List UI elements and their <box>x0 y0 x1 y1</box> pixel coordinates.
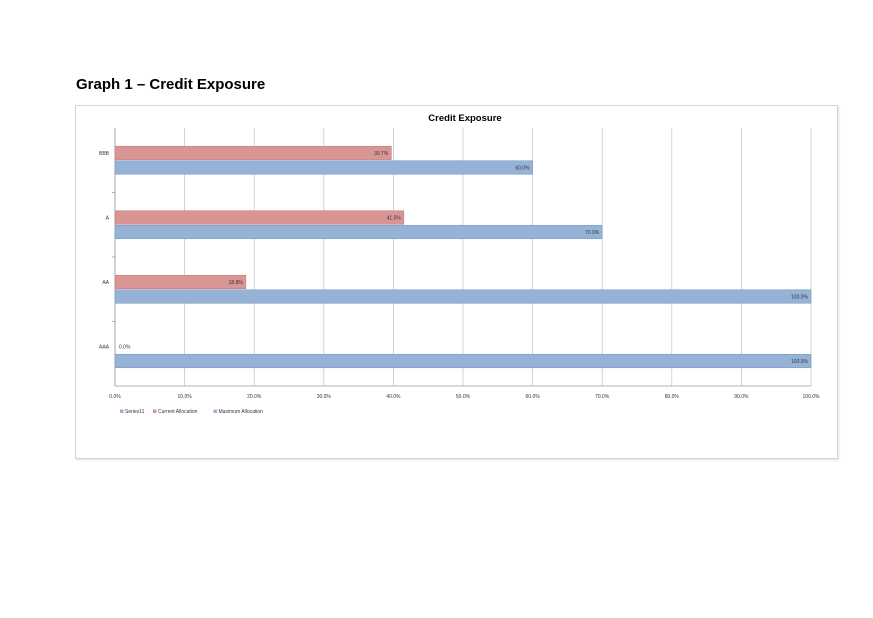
bar-maximum-allocation <box>114 224 603 240</box>
x-tick-label: 0.0% <box>109 394 121 400</box>
x-tick-label: 100.0% <box>803 394 821 400</box>
x-tick-label: 50.0% <box>456 394 471 400</box>
x-tick-label: 90.0% <box>734 394 749 400</box>
page-heading: Graph 1 – Credit Exposure <box>76 76 266 93</box>
x-tick-label: 10.0% <box>178 394 193 400</box>
legend-swatch <box>120 409 124 413</box>
legend-swatch <box>213 409 217 413</box>
data-label-current-allocation: 0.0% <box>119 345 131 351</box>
credit-exposure-chart: Credit Exposure 0.0% 10.0% 20.0% 30.0% 40.0% 5… <box>75 105 838 459</box>
legend-label: Current Allocation <box>158 409 198 415</box>
legend-label: Series11 <box>125 409 145 415</box>
data-label-maximum-allocation: 100.0% <box>791 359 809 365</box>
data-label-maximum-allocation: 100.0% <box>791 295 809 301</box>
category-label: AAA <box>99 345 110 351</box>
data-label-maximum-allocation: 60.0% <box>515 166 530 172</box>
chart-title: Credit Exposure <box>428 113 501 124</box>
data-label-current-allocation: 41.5% <box>387 216 402 222</box>
legend-swatch <box>153 409 157 413</box>
bar-current-allocation <box>114 210 405 225</box>
legend-label: Maximum Allocation <box>219 409 264 415</box>
data-label-current-allocation: 39.7% <box>374 151 389 157</box>
bar-current-allocation <box>114 145 392 161</box>
category-label: BBB <box>99 151 110 157</box>
bar-maximum-allocation <box>114 160 533 175</box>
data-label-current-allocation: 18.8% <box>229 280 244 286</box>
category-label: A <box>106 216 110 222</box>
x-tick-label: 40.0% <box>386 394 401 400</box>
bar-maximum-allocation <box>114 289 812 304</box>
x-tick-label: 80.0% <box>665 394 680 400</box>
x-tick-label: 70.0% <box>595 394 610 400</box>
bar-maximum-allocation <box>114 353 812 369</box>
category-label: AA <box>102 280 109 286</box>
x-tick-label: 60.0% <box>526 394 541 400</box>
x-tick-label: 20.0% <box>247 394 262 400</box>
x-tick-label: 30.0% <box>317 394 332 400</box>
bar-current-allocation <box>114 274 247 290</box>
chart-canvas: Credit Exposure 0.0% 10.0% 20.0% 30.0% 40.0% 5… <box>99 113 821 415</box>
data-label-maximum-allocation: 70.0% <box>585 230 600 236</box>
